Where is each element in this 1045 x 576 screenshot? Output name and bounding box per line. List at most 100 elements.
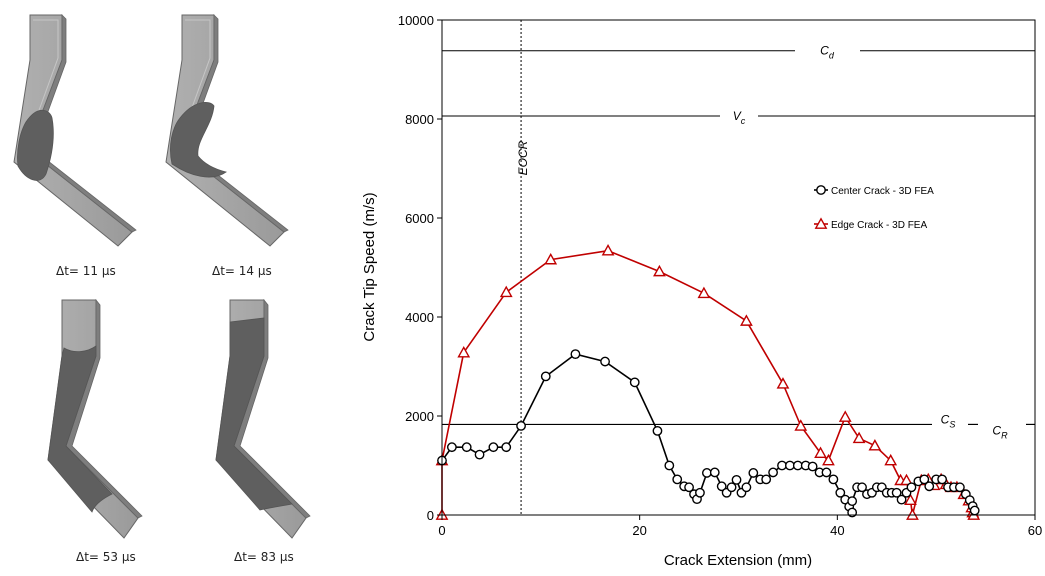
reference-lines-layer xyxy=(442,20,1035,515)
data-point xyxy=(896,494,907,505)
data-point xyxy=(726,482,737,493)
data-point xyxy=(919,474,930,485)
data-point xyxy=(835,487,846,498)
data-point xyxy=(457,345,471,358)
data-point xyxy=(488,442,499,453)
fracture-simulation-panel: Δt= 11 μs Δt= 14 μs Δt= 53 μs Δt= 83 μs xyxy=(0,0,340,571)
data-point xyxy=(937,474,947,485)
ref-label-main: V xyxy=(733,109,742,123)
data-point xyxy=(664,460,675,471)
data-point xyxy=(969,505,980,516)
data-point xyxy=(857,482,867,493)
ref-line-label: Vc xyxy=(733,109,746,126)
ref-line-label: CR xyxy=(992,423,1008,440)
simulation-images xyxy=(13,14,311,539)
snapshot-11us xyxy=(13,14,137,247)
data-point xyxy=(768,467,778,478)
ref-line-label: CS xyxy=(941,412,956,429)
data-point xyxy=(954,482,965,493)
caption-83us: Δt= 83 μs xyxy=(234,550,294,564)
y-tick-label: 6000 xyxy=(405,211,434,226)
legend-label: Edge Crack - 3D FEA xyxy=(831,220,927,231)
ref-label-main: C xyxy=(992,423,1001,437)
data-point xyxy=(516,420,526,431)
data-point xyxy=(847,496,858,507)
data-point xyxy=(601,244,615,256)
ref-label-main: C xyxy=(820,44,829,58)
data-point xyxy=(701,468,712,478)
series-triangle xyxy=(435,244,981,520)
data-point xyxy=(695,487,705,498)
ref-line-label: Cd xyxy=(820,44,835,61)
ref-label-sub: S xyxy=(949,419,955,429)
data-point xyxy=(600,356,610,367)
data-point xyxy=(629,377,640,388)
data-point xyxy=(784,460,795,471)
data-point xyxy=(709,467,720,478)
caption-11us: Δt= 11 μs xyxy=(56,264,116,278)
snapshot-83us xyxy=(215,298,311,539)
data-point xyxy=(828,474,839,485)
chart-panel: Crack Extension (mm) Crack Tip Speed (m/… xyxy=(340,0,1045,571)
data-point xyxy=(838,410,852,422)
data-point xyxy=(794,419,808,431)
data-point xyxy=(474,449,485,460)
plot-frame xyxy=(441,19,1036,516)
data-point xyxy=(777,460,787,471)
caption-53us: Δt= 53 μs xyxy=(76,550,136,564)
data-point xyxy=(741,482,752,493)
crack-speed-chart: Crack Extension (mm) Crack Tip Speed (m/… xyxy=(361,13,1042,569)
x-tick-label: 40 xyxy=(830,523,844,538)
legend-marker xyxy=(814,217,828,229)
y-tick-label: 8000 xyxy=(405,112,434,127)
data-point xyxy=(891,487,902,498)
data-point xyxy=(924,481,935,492)
data-point xyxy=(807,461,818,472)
caption-14us: Δt= 14 μs xyxy=(212,264,272,278)
data-point xyxy=(461,442,472,453)
data-point xyxy=(731,474,742,485)
data-point xyxy=(884,453,898,466)
x-tick-label: 60 xyxy=(1028,523,1042,538)
x-tick-label: 20 xyxy=(632,523,646,538)
data-point xyxy=(672,474,683,485)
data-point xyxy=(501,442,512,453)
ref-label-sub: R xyxy=(1001,430,1008,440)
y-axis-title: Crack Tip Speed (m/s) xyxy=(361,192,378,341)
y-tick-label: 10000 xyxy=(398,13,434,28)
ref-label-sub: d xyxy=(829,51,835,61)
snapshot-53us xyxy=(47,298,143,539)
legend: Center Crack - 3D FEA Edge Crack - 3D FEA xyxy=(814,185,934,231)
data-point xyxy=(697,286,711,299)
data-point xyxy=(900,473,913,486)
data-point xyxy=(540,371,551,382)
data-point xyxy=(761,474,772,485)
data-point xyxy=(748,468,759,478)
axis-layer: Crack Extension (mm) Crack Tip Speed (m/… xyxy=(361,13,1042,569)
ref-label-sub: c xyxy=(741,116,746,126)
ref-label-main: C xyxy=(941,412,950,426)
legend-marker xyxy=(816,185,826,195)
y-tick-label: 4000 xyxy=(405,310,434,325)
data-point xyxy=(868,439,882,451)
x-axis-title: Crack Extension (mm) xyxy=(664,552,812,569)
series-layer xyxy=(435,244,981,520)
data-point xyxy=(822,453,835,466)
snapshot-14us xyxy=(165,14,289,247)
data-point xyxy=(653,264,666,277)
data-point xyxy=(740,314,753,326)
data-point xyxy=(814,446,827,458)
legend-label: Center Crack - 3D FEA xyxy=(831,186,934,197)
y-tick-label: 2000 xyxy=(405,409,434,424)
data-point xyxy=(906,482,917,493)
x-tick-label: 0 xyxy=(438,523,445,538)
data-point xyxy=(716,481,727,492)
eocr-marker-label: EOCR xyxy=(516,140,530,175)
data-point xyxy=(906,508,919,520)
data-point xyxy=(570,349,581,360)
data-point xyxy=(446,442,457,453)
y-tick-label: 0 xyxy=(427,508,434,523)
data-point xyxy=(852,431,866,444)
data-point xyxy=(792,460,803,471)
